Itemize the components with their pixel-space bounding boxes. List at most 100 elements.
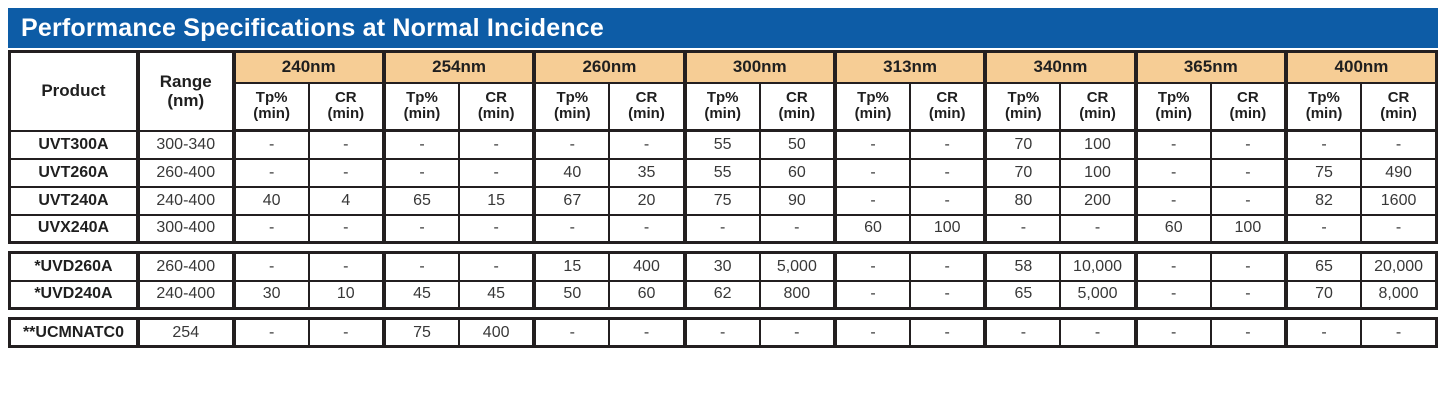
- value-cell: 1600: [1360, 185, 1438, 216]
- value-cell: 50: [758, 129, 836, 160]
- value-cell: -: [1360, 213, 1438, 244]
- value-cell: -: [1059, 317, 1137, 348]
- subheader-cr: CR (min): [608, 81, 686, 132]
- value-cell: 800: [758, 279, 836, 310]
- value-cell: -: [458, 157, 536, 188]
- subheader-tp: Tp% (min): [381, 81, 461, 132]
- value-cell: -: [682, 317, 761, 348]
- value-cell: -: [1209, 317, 1287, 348]
- value-cell: 80: [983, 185, 1062, 216]
- value-cell: -: [532, 213, 611, 244]
- value-cell: -: [231, 317, 310, 348]
- value-cell: 10: [307, 279, 385, 310]
- value-cell: -: [458, 213, 536, 244]
- subheader-cr: CR (min): [909, 81, 987, 132]
- value-cell: -: [307, 213, 385, 244]
- subheader-tp: Tp% (min): [682, 81, 761, 132]
- value-cell: -: [231, 251, 310, 282]
- value-cell: 70: [983, 157, 1062, 188]
- value-cell: -: [832, 251, 912, 282]
- product-cell: UVT260A: [8, 157, 139, 188]
- value-cell: -: [608, 129, 686, 160]
- value-cell: 60: [758, 157, 836, 188]
- value-cell: 490: [1360, 157, 1438, 188]
- subheader-cr: CR (min): [1059, 81, 1137, 132]
- value-cell: 75: [682, 185, 761, 216]
- value-cell: 55: [682, 157, 761, 188]
- value-cell: -: [1133, 251, 1212, 282]
- value-cell: 90: [758, 185, 836, 216]
- value-cell: -: [1283, 317, 1363, 348]
- value-cell: 65: [1283, 251, 1363, 282]
- range-cell: 260-400: [135, 251, 235, 282]
- value-cell: -: [1133, 157, 1212, 188]
- value-cell: 45: [458, 279, 536, 310]
- value-cell: 15: [532, 251, 611, 282]
- value-cell: -: [608, 213, 686, 244]
- value-cell: 35: [608, 157, 686, 188]
- value-cell: 50: [532, 279, 611, 310]
- value-cell: -: [1209, 251, 1287, 282]
- subheader-tp: Tp% (min): [1133, 81, 1212, 132]
- value-cell: -: [909, 129, 987, 160]
- value-cell: -: [832, 185, 912, 216]
- value-cell: -: [307, 251, 385, 282]
- value-cell: -: [231, 129, 310, 160]
- subheader-tp: Tp% (min): [1283, 81, 1363, 132]
- header-row-wavelengths: Product Range (nm) 240nm 254nm 260nm 300…: [8, 50, 1438, 132]
- col-header-range: Range (nm): [135, 50, 235, 132]
- col-header-product: Product: [8, 50, 139, 132]
- value-cell: -: [532, 129, 611, 160]
- page-title: Performance Specifications at Normal Inc…: [21, 13, 605, 42]
- table-row: UVT260A 260-400 - - - - 40 35 55 60 - - …: [8, 157, 1438, 188]
- value-cell: -: [909, 317, 987, 348]
- value-cell: 60: [832, 213, 912, 244]
- range-cell: 240-400: [135, 279, 235, 310]
- value-cell: -: [909, 279, 987, 310]
- value-cell: 60: [1133, 213, 1212, 244]
- product-cell: **UCMNATC0: [8, 317, 139, 348]
- value-cell: -: [458, 251, 536, 282]
- value-cell: -: [909, 251, 987, 282]
- wavelength-header-300nm: 300nm: [682, 50, 836, 84]
- value-cell: -: [1133, 279, 1212, 310]
- spec-table-main: Product Range (nm) 240nm 254nm 260nm 300…: [8, 50, 1438, 244]
- spec-table-uvd: *UVD260A 260-400 - - - - 15 400 30 5,000…: [8, 251, 1438, 310]
- range-cell: 254: [135, 317, 235, 348]
- value-cell: 15: [458, 185, 536, 216]
- value-cell: -: [381, 129, 461, 160]
- subheader-tp: Tp% (min): [231, 81, 310, 132]
- value-cell: -: [1209, 129, 1287, 160]
- table-row: *UVD240A 240-400 30 10 45 45 50 60 62 80…: [8, 279, 1438, 310]
- value-cell: 55: [682, 129, 761, 160]
- value-cell: 4: [307, 185, 385, 216]
- value-cell: -: [231, 157, 310, 188]
- range-cell: 260-400: [135, 157, 235, 188]
- value-cell: -: [307, 317, 385, 348]
- subheader-tp: Tp% (min): [532, 81, 611, 132]
- value-cell: 5,000: [1059, 279, 1137, 310]
- value-cell: -: [1360, 129, 1438, 160]
- subheader-cr: CR (min): [458, 81, 536, 132]
- value-cell: -: [307, 129, 385, 160]
- value-cell: 100: [909, 213, 987, 244]
- value-cell: 70: [1283, 279, 1363, 310]
- product-cell: UVX240A: [8, 213, 139, 244]
- subheader-cr: CR (min): [1360, 81, 1438, 132]
- value-cell: 58: [983, 251, 1062, 282]
- subheader-tp: Tp% (min): [832, 81, 912, 132]
- value-cell: 75: [1283, 157, 1363, 188]
- table-row: **UCMNATC0 254 - - 75 400 - - - - - - - …: [8, 317, 1438, 348]
- product-cell: *UVD260A: [8, 251, 139, 282]
- value-cell: 400: [608, 251, 686, 282]
- value-cell: -: [1133, 185, 1212, 216]
- spec-table-ucm: **UCMNATC0 254 - - 75 400 - - - - - - - …: [8, 317, 1438, 348]
- value-cell: 200: [1059, 185, 1137, 216]
- value-cell: -: [1133, 129, 1212, 160]
- header-row-subcolumns: Tp% (min) CR (min) Tp% (min) CR (min) Tp…: [10, 81, 1438, 132]
- value-cell: -: [307, 157, 385, 188]
- table-row: UVT240A 240-400 40 4 65 15 67 20 75 90 -…: [8, 185, 1438, 216]
- value-cell: -: [909, 185, 987, 216]
- value-cell: -: [758, 317, 836, 348]
